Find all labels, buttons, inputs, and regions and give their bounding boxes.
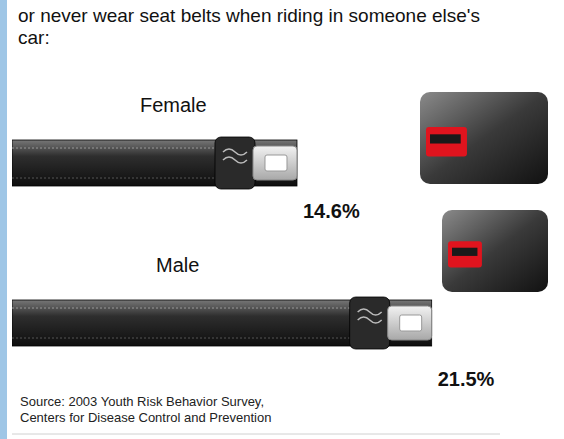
text-line: Source: 2003 Youth Risk Behavior Survey,: [20, 394, 264, 409]
strap-stitch: [12, 178, 217, 179]
buckle-slot: [448, 241, 482, 267]
tongue-hole: [400, 315, 422, 331]
tongue-wave: [358, 309, 382, 323]
data-label: 21.5%: [438, 368, 495, 390]
buckle-receiver: [442, 210, 548, 292]
text-line: or never wear seat belts when riding in …: [18, 5, 480, 26]
buckle-receiver: [420, 92, 548, 184]
buckle-slot-hole: [430, 134, 461, 143]
title: or never wear seat belts when riding in …: [18, 5, 480, 48]
strap-stitch: [12, 308, 352, 309]
chart: or never wear seat belts when riding in …: [0, 0, 564, 439]
source: Source: 2003 Youth Risk Behavior Survey,…: [20, 394, 271, 425]
axis-line: [12, 434, 500, 435]
buckle-slot-hole: [452, 248, 477, 256]
tongue-housing: [215, 137, 255, 189]
tongue-wave: [223, 149, 247, 163]
plot-area: [12, 137, 432, 349]
tongue-plate: [388, 306, 432, 340]
buckle-slot: [426, 127, 467, 156]
strap-stitch: [12, 338, 352, 339]
belt-bar: [12, 140, 297, 186]
category-label: Female: [140, 94, 207, 116]
tongue-hole: [265, 155, 287, 171]
category-label: Male: [156, 254, 199, 276]
strap-stitch: [12, 148, 217, 149]
side-strip: [0, 0, 7, 439]
tongue-housing: [350, 297, 390, 349]
text-line: Centers for Disease Control and Preventi…: [20, 410, 271, 425]
text-line: car:: [18, 27, 50, 48]
tongue-plate: [253, 146, 297, 180]
data-label: 14.6%: [303, 200, 360, 222]
